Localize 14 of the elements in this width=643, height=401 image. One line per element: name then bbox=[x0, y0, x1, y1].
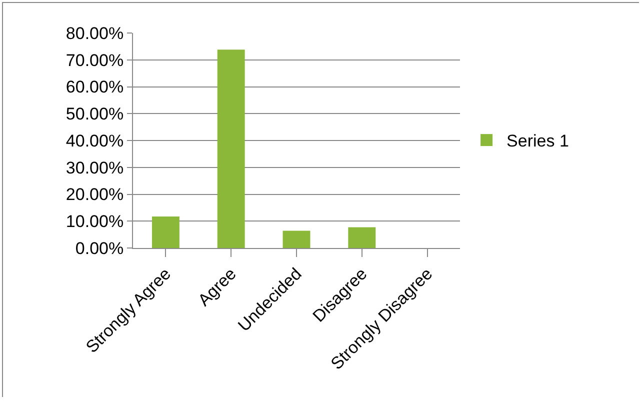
y-tick-label: 10.00% bbox=[66, 212, 124, 232]
y-tick-label: 60.00% bbox=[66, 78, 124, 97]
bar bbox=[348, 227, 376, 248]
bar bbox=[217, 50, 245, 248]
legend-label: Series 1 bbox=[506, 132, 569, 151]
y-tick-label: 20.00% bbox=[66, 185, 124, 204]
y-tick-label: 0.00% bbox=[75, 238, 124, 258]
y-tick-label: 30.00% bbox=[66, 158, 124, 178]
y-tick-label: 40.00% bbox=[66, 131, 124, 150]
bar bbox=[282, 230, 310, 248]
y-tick-label: 50.00% bbox=[66, 104, 124, 124]
y-tick-label: 80.00% bbox=[66, 24, 124, 43]
bar bbox=[152, 216, 180, 248]
y-tick-label: 70.00% bbox=[66, 50, 124, 70]
